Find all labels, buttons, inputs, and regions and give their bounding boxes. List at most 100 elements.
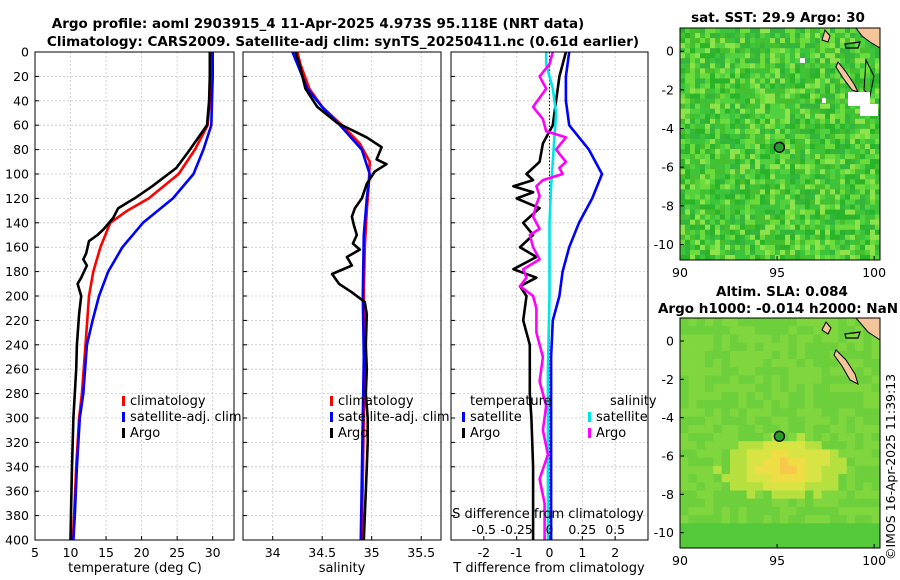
legend-label-satellite: satellite-adj. clim — [338, 410, 450, 425]
map-cell — [780, 375, 789, 385]
map-cell — [720, 53, 726, 59]
map-cell — [850, 58, 856, 64]
map-cell — [855, 531, 864, 541]
map-cell — [863, 334, 873, 344]
map-cell — [735, 88, 741, 94]
map-cell — [750, 73, 756, 79]
map-cell — [740, 159, 746, 165]
map-cell — [835, 43, 841, 49]
map-cell — [685, 83, 691, 89]
map-cell — [805, 326, 814, 335]
map-cell — [765, 219, 771, 226]
map-cell — [800, 68, 806, 74]
map-cell — [805, 63, 811, 69]
map-cell — [788, 457, 798, 467]
map-cell — [821, 457, 831, 467]
map-cell — [680, 383, 689, 393]
map-cell — [765, 169, 771, 175]
map-cell — [815, 239, 821, 246]
map-cell — [760, 144, 766, 150]
map-cell — [770, 98, 776, 105]
map-cell — [821, 359, 831, 368]
map-cell — [830, 179, 836, 185]
map-cell — [860, 229, 866, 236]
map-cell — [725, 174, 731, 180]
map-cell — [775, 254, 781, 261]
map-cell — [765, 128, 771, 135]
map-cell — [755, 154, 761, 160]
map-cell — [745, 28, 751, 34]
map-cell — [830, 234, 836, 241]
map-cell — [830, 123, 836, 130]
map-cell — [825, 234, 831, 241]
map-cell — [740, 43, 746, 49]
map-cell — [705, 128, 711, 135]
map-cell — [695, 128, 701, 135]
map-cell — [875, 88, 881, 94]
map-cell — [725, 214, 731, 221]
map-cell — [765, 179, 771, 185]
map-cell — [775, 179, 781, 185]
map-cell — [715, 244, 721, 251]
map-cell — [830, 103, 836, 110]
map-cell — [855, 63, 861, 69]
map-cell — [740, 219, 746, 226]
map-cell — [830, 98, 836, 105]
map-cell — [725, 83, 731, 89]
map-cell — [785, 169, 791, 175]
map-cell — [745, 53, 751, 59]
map-cell — [740, 58, 746, 64]
map-cell — [860, 118, 866, 125]
map-cell — [775, 88, 781, 94]
map-cell — [730, 184, 736, 190]
map-cell — [715, 174, 721, 180]
map-cell — [780, 199, 786, 205]
map-cell — [860, 194, 866, 200]
map-cell — [845, 43, 851, 49]
map-cell — [765, 144, 771, 150]
map-cell — [870, 154, 876, 160]
map-cell — [696, 539, 706, 549]
map-cell — [825, 144, 831, 150]
map-cell — [785, 229, 791, 236]
map-cell — [695, 244, 701, 251]
map-cell — [795, 88, 801, 94]
map-cell — [870, 204, 876, 210]
map-cell — [813, 433, 823, 442]
map-cell — [755, 219, 761, 226]
map-cell — [770, 209, 776, 216]
map-cell — [705, 342, 714, 352]
map-cell — [830, 83, 836, 89]
map-cell — [695, 219, 701, 226]
map-cell — [721, 441, 731, 450]
map-cell — [838, 506, 848, 516]
map-cell — [830, 515, 839, 524]
map-cell — [755, 38, 761, 44]
map-cell — [855, 383, 864, 393]
map-cell — [690, 149, 696, 155]
map-cell — [750, 128, 756, 135]
map-cell — [710, 154, 716, 160]
map-cell — [820, 194, 826, 200]
map-cell — [730, 334, 739, 344]
map-cell — [875, 63, 881, 69]
map-cell — [685, 189, 691, 195]
map-cell — [765, 78, 771, 84]
map-cell — [820, 68, 826, 74]
map-cell — [825, 48, 831, 54]
map-cell — [805, 457, 814, 467]
map-cell — [860, 249, 866, 256]
map-cell — [855, 523, 864, 532]
map-cell — [775, 229, 781, 236]
map-cell — [800, 209, 806, 216]
map-cell — [705, 391, 714, 401]
map-cell — [863, 416, 873, 426]
map-y-tick-label: -6 — [662, 160, 675, 175]
map-cell — [840, 189, 846, 195]
map-cell — [800, 204, 806, 210]
map-cell — [710, 194, 716, 200]
island-shape — [821, 321, 832, 335]
map-cell — [830, 465, 839, 475]
map-x-tick-label: 100 — [862, 553, 886, 568]
map-cell — [713, 350, 723, 360]
